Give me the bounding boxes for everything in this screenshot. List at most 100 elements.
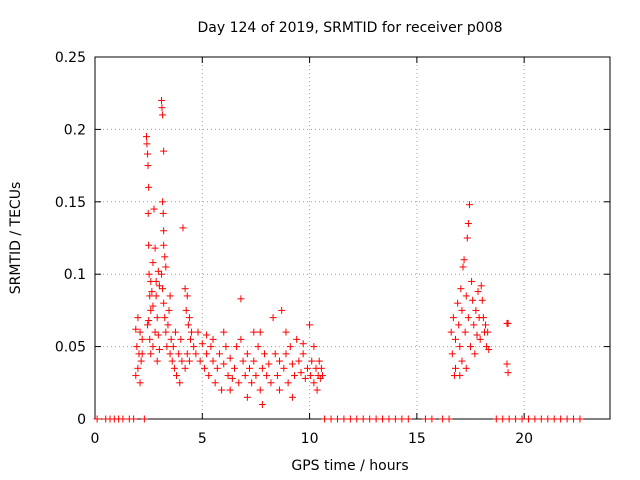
data-point	[190, 343, 198, 351]
data-point	[158, 270, 166, 278]
data-point	[143, 133, 150, 141]
data-point	[155, 282, 163, 290]
data-point	[185, 314, 193, 322]
data-point	[471, 350, 479, 358]
data-point	[150, 205, 158, 213]
data-point	[185, 357, 193, 365]
data-point	[479, 314, 487, 322]
data-point	[248, 379, 256, 387]
data-point	[188, 328, 196, 336]
data-point	[158, 104, 166, 112]
data-point	[178, 357, 186, 365]
x-tick-label: 15	[408, 431, 426, 447]
data-point	[276, 357, 284, 365]
data-point	[306, 321, 314, 329]
data-point	[512, 415, 520, 423]
data-point	[346, 415, 354, 423]
data-point	[499, 415, 507, 423]
data-point	[544, 415, 552, 423]
data-point	[159, 285, 167, 293]
data-point	[310, 343, 318, 351]
data-point	[154, 267, 162, 275]
x-tick-label: 5	[198, 431, 207, 447]
data-point	[241, 372, 249, 380]
data-point	[458, 306, 466, 314]
data-point	[162, 328, 170, 336]
data-point	[472, 306, 480, 314]
data-point	[308, 357, 316, 365]
data-point	[557, 415, 565, 423]
data-point	[160, 241, 168, 249]
data-point	[132, 372, 140, 380]
data-point	[134, 314, 142, 322]
data-point	[134, 364, 142, 372]
data-point	[136, 328, 144, 336]
data-point	[492, 415, 500, 423]
data-point	[166, 292, 174, 300]
data-point	[458, 357, 466, 365]
y-tick-label: 0.1	[64, 267, 86, 283]
data-point	[179, 224, 187, 232]
data-point	[372, 415, 380, 423]
data-point	[473, 331, 481, 339]
data-point	[213, 364, 221, 372]
data-point	[153, 357, 161, 365]
data-point	[93, 415, 101, 423]
data-point	[152, 277, 160, 285]
data-point	[464, 220, 472, 228]
y-tick-label: 0.15	[55, 195, 86, 211]
data-point	[398, 415, 406, 423]
data-point	[340, 415, 348, 423]
data-point	[459, 263, 467, 271]
data-point	[485, 345, 493, 353]
data-point	[220, 328, 228, 336]
data-point	[469, 296, 477, 304]
data-point	[173, 372, 181, 380]
data-point	[256, 386, 264, 394]
data-point	[299, 340, 307, 348]
data-point	[196, 357, 204, 365]
data-point	[293, 335, 301, 343]
data-point	[207, 343, 215, 351]
data-point	[359, 415, 367, 423]
y-axis-label: SRMTID / TECUs	[8, 182, 24, 295]
data-point	[269, 314, 277, 322]
data-point	[149, 302, 157, 310]
data-point	[254, 343, 262, 351]
x-axis-label: GPS time / hours	[291, 458, 408, 474]
data-point	[209, 357, 217, 365]
chart-title: Day 124 of 2019, SRMTID for receiver p00…	[197, 20, 502, 36]
data-point	[518, 415, 526, 423]
data-point	[226, 354, 234, 362]
data-point	[467, 343, 475, 351]
data-point	[273, 372, 281, 380]
data-point	[465, 201, 473, 209]
data-point	[474, 288, 482, 296]
data-point	[391, 415, 399, 423]
data-point	[144, 321, 152, 329]
data-point	[137, 357, 145, 365]
data-point	[160, 299, 168, 307]
data-point	[163, 343, 171, 351]
data-point	[271, 350, 279, 358]
data-point	[297, 369, 305, 377]
data-point	[503, 360, 511, 368]
data-point	[280, 364, 288, 372]
data-point	[160, 147, 168, 155]
data-point	[183, 350, 191, 358]
data-point	[160, 227, 168, 235]
data-point	[258, 401, 266, 409]
data-point	[421, 415, 429, 423]
data-point	[460, 256, 468, 264]
data-point	[286, 343, 294, 351]
data-point	[136, 379, 144, 387]
data-point	[203, 350, 211, 358]
data-point	[313, 386, 321, 394]
data-point	[154, 331, 162, 339]
data-point	[184, 321, 192, 329]
data-point	[155, 345, 163, 353]
data-point	[145, 270, 153, 278]
data-point	[448, 350, 456, 358]
data-point	[167, 335, 175, 343]
